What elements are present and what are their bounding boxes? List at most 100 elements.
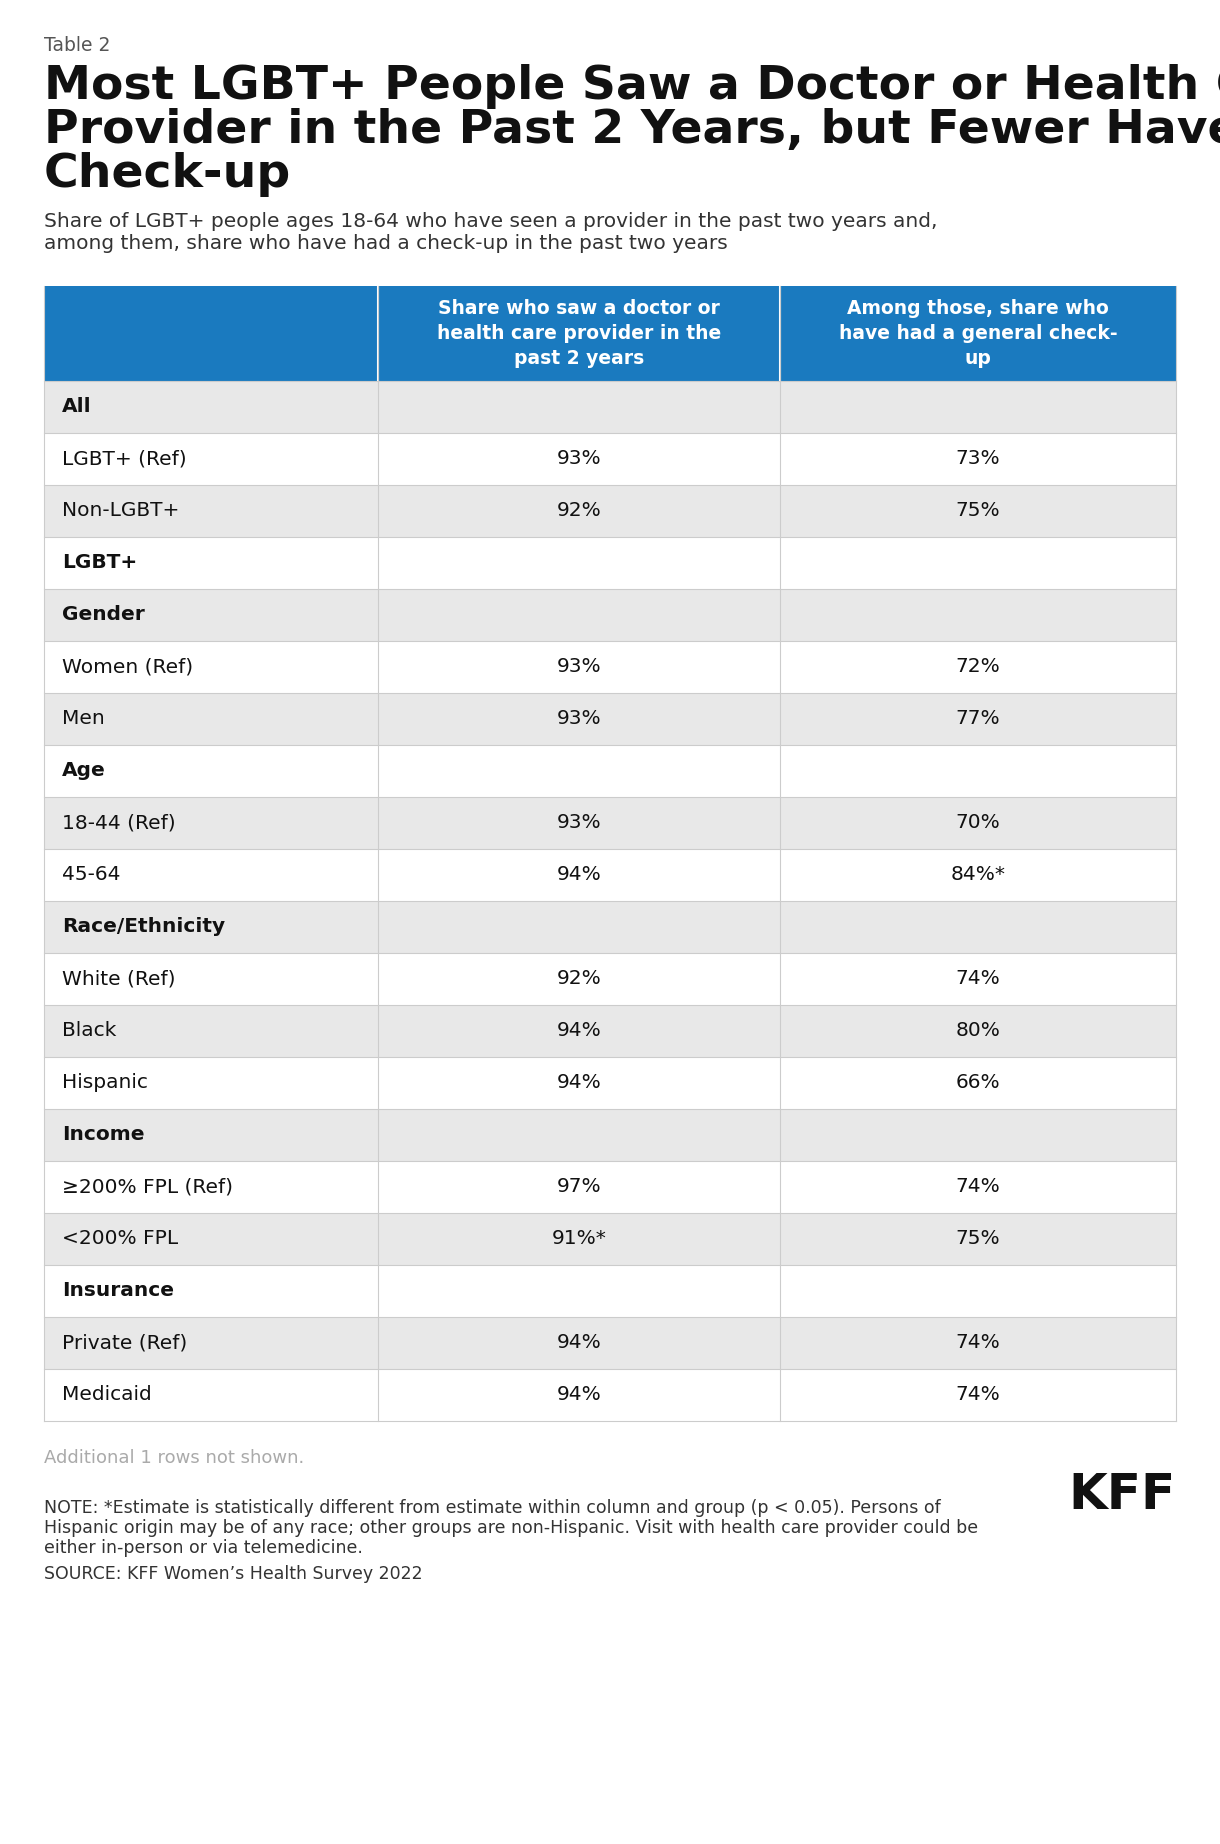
Text: Hispanic origin may be of any race; other groups are non-Hispanic. Visit with he: Hispanic origin may be of any race; othe…: [44, 1519, 978, 1538]
Bar: [780, 693, 1176, 745]
Text: 66%: 66%: [955, 1073, 1000, 1092]
Text: 92%: 92%: [556, 502, 601, 520]
Text: 70%: 70%: [955, 813, 1000, 832]
Text: White (Ref): White (Ref): [62, 970, 176, 988]
Bar: [44, 433, 378, 485]
Text: Additional 1 rows not shown.: Additional 1 rows not shown.: [44, 1449, 304, 1468]
Bar: [378, 1108, 780, 1162]
Text: Income: Income: [62, 1125, 144, 1145]
Text: SOURCE: KFF Women’s Health Survey 2022: SOURCE: KFF Women’s Health Survey 2022: [44, 1566, 422, 1582]
Text: Private (Ref): Private (Ref): [62, 1333, 187, 1352]
Text: Share of LGBT+ people ages 18-64 who have seen a provider in the past two years : Share of LGBT+ people ages 18-64 who hav…: [44, 212, 937, 230]
Text: 75%: 75%: [955, 502, 1000, 520]
Bar: [378, 1057, 780, 1108]
Bar: [378, 1265, 780, 1317]
Bar: [44, 1368, 378, 1422]
Text: 77%: 77%: [955, 710, 1000, 728]
Bar: [780, 953, 1176, 1005]
Bar: [780, 902, 1176, 953]
Bar: [44, 1265, 378, 1317]
Text: 93%: 93%: [556, 710, 601, 728]
Bar: [780, 537, 1176, 588]
Bar: [780, 848, 1176, 902]
Bar: [378, 537, 780, 588]
Bar: [44, 693, 378, 745]
Bar: [378, 1162, 780, 1213]
Bar: [44, 953, 378, 1005]
Text: Black: Black: [62, 1022, 116, 1040]
Bar: [378, 797, 780, 848]
Text: LGBT+: LGBT+: [62, 553, 137, 572]
Bar: [44, 1005, 378, 1057]
Text: 92%: 92%: [556, 970, 601, 988]
Bar: [44, 537, 378, 588]
Bar: [780, 1005, 1176, 1057]
Bar: [44, 848, 378, 902]
Bar: [378, 953, 780, 1005]
Text: LGBT+ (Ref): LGBT+ (Ref): [62, 450, 187, 468]
Bar: [378, 1317, 780, 1368]
Bar: [780, 286, 1176, 382]
Bar: [44, 797, 378, 848]
Bar: [780, 1162, 1176, 1213]
Text: ≥200% FPL (Ref): ≥200% FPL (Ref): [62, 1178, 233, 1197]
Text: Medicaid: Medicaid: [62, 1385, 151, 1405]
Bar: [780, 642, 1176, 693]
Bar: [44, 745, 378, 797]
Bar: [378, 693, 780, 745]
Bar: [378, 745, 780, 797]
Text: 74%: 74%: [955, 1178, 1000, 1197]
Text: Table 2: Table 2: [44, 37, 110, 55]
Bar: [780, 1317, 1176, 1368]
Bar: [780, 1368, 1176, 1422]
Text: 94%: 94%: [556, 1333, 601, 1352]
Text: Race/Ethnicity: Race/Ethnicity: [62, 918, 226, 937]
Bar: [44, 1213, 378, 1265]
Bar: [780, 588, 1176, 642]
Bar: [378, 848, 780, 902]
Bar: [44, 1108, 378, 1162]
Bar: [44, 485, 378, 537]
Text: 72%: 72%: [955, 658, 1000, 677]
Text: Among those, share who
have had a general check-
up: Among those, share who have had a genera…: [838, 299, 1118, 369]
Bar: [378, 1368, 780, 1422]
Text: KFF: KFF: [1069, 1472, 1176, 1519]
Text: 94%: 94%: [556, 1385, 601, 1405]
Bar: [780, 1108, 1176, 1162]
Bar: [378, 902, 780, 953]
Text: All: All: [62, 398, 92, 417]
Bar: [780, 1057, 1176, 1108]
Text: 93%: 93%: [556, 450, 601, 468]
Bar: [780, 1213, 1176, 1265]
Bar: [780, 1265, 1176, 1317]
Text: NOTE: *Estimate is statistically different from estimate within column and group: NOTE: *Estimate is statistically differe…: [44, 1499, 941, 1518]
Text: 74%: 74%: [955, 1385, 1000, 1405]
Text: 80%: 80%: [955, 1022, 1000, 1040]
Text: Share who saw a doctor or
health care provider in the
past 2 years: Share who saw a doctor or health care pr…: [437, 299, 721, 369]
Bar: [780, 382, 1176, 433]
Text: 84%*: 84%*: [950, 865, 1005, 885]
Bar: [378, 286, 780, 382]
Text: among them, share who have had a check-up in the past two years: among them, share who have had a check-u…: [44, 234, 728, 253]
Text: Insurance: Insurance: [62, 1282, 174, 1300]
Bar: [44, 642, 378, 693]
Text: 45-64: 45-64: [62, 865, 121, 885]
Bar: [378, 1213, 780, 1265]
Bar: [780, 797, 1176, 848]
Bar: [378, 433, 780, 485]
Text: 94%: 94%: [556, 1022, 601, 1040]
Text: Most LGBT+ People Saw a Doctor or Health Care: Most LGBT+ People Saw a Doctor or Health…: [44, 65, 1220, 109]
Bar: [44, 286, 378, 382]
Bar: [378, 588, 780, 642]
Text: 93%: 93%: [556, 658, 601, 677]
Bar: [780, 433, 1176, 485]
Bar: [378, 485, 780, 537]
Text: Age: Age: [62, 762, 106, 780]
Text: 73%: 73%: [955, 450, 1000, 468]
Text: 18-44 (Ref): 18-44 (Ref): [62, 813, 176, 832]
Bar: [44, 382, 378, 433]
Text: 94%: 94%: [556, 1073, 601, 1092]
Text: <200% FPL: <200% FPL: [62, 1230, 178, 1248]
Text: 93%: 93%: [556, 813, 601, 832]
Text: 74%: 74%: [955, 970, 1000, 988]
